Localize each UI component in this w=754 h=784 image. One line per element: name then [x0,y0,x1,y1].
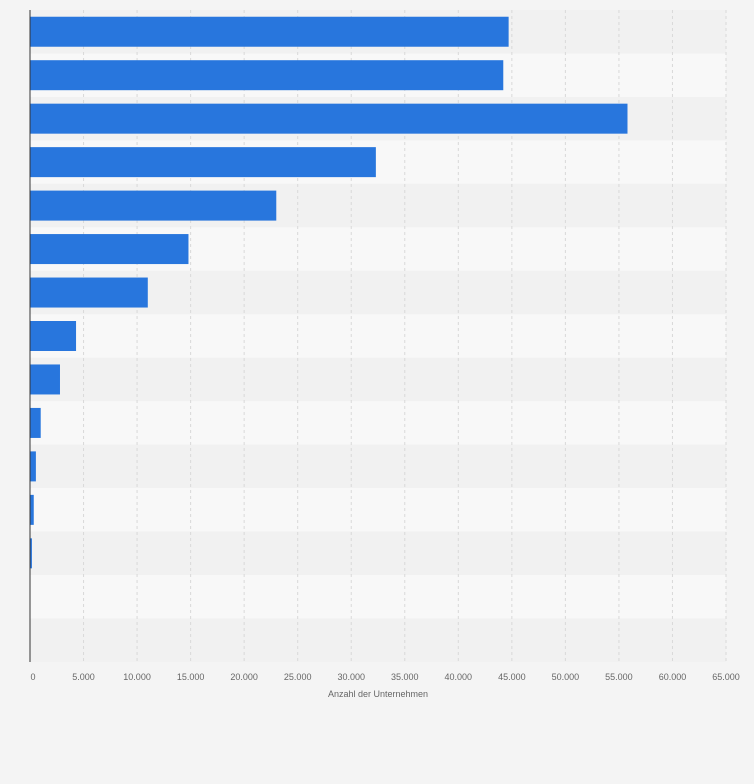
bar [30,60,504,91]
row-band [30,314,726,358]
bar [30,190,277,221]
x-tick-label: 35.000 [391,672,419,682]
x-tick-label: 25.000 [284,672,312,682]
bar [30,364,60,395]
row-band [30,444,726,489]
x-tick-labels: 0 5.000 10.000 15.000 20.000 25.000 30.000 35.0… [30,672,739,682]
x-tick-label: 30.000 [337,672,365,682]
bar [30,407,41,438]
row-band [30,618,726,662]
x-tick-label: 40.000 [445,672,473,682]
x-tick-label: 55.000 [605,672,633,682]
row-band [30,488,726,532]
bars [30,16,628,569]
x-tick-label: 65.000 [712,672,740,682]
bar [30,538,32,569]
row-band [30,401,726,445]
bar [30,494,34,525]
row-band [30,357,726,402]
row-band [30,531,726,576]
x-tick-label: 60.000 [659,672,687,682]
bar [30,277,148,308]
bar [30,321,77,351]
bar [30,234,189,265]
x-tick-label: 10.000 [123,672,151,682]
x-tick-label: 0 [30,672,35,682]
x-tick-label: 5.000 [72,672,95,682]
x-tick-label: 15.000 [177,672,205,682]
bar [30,16,509,47]
x-axis-label: Anzahl der Unternehmen [328,689,428,699]
bar [30,451,36,482]
x-tick-label: 50.000 [552,672,580,682]
row-band [30,575,726,619]
x-tick-label: 20.000 [230,672,258,682]
bar [30,147,376,178]
bar [30,103,628,134]
x-tick-label: 45.000 [498,672,526,682]
